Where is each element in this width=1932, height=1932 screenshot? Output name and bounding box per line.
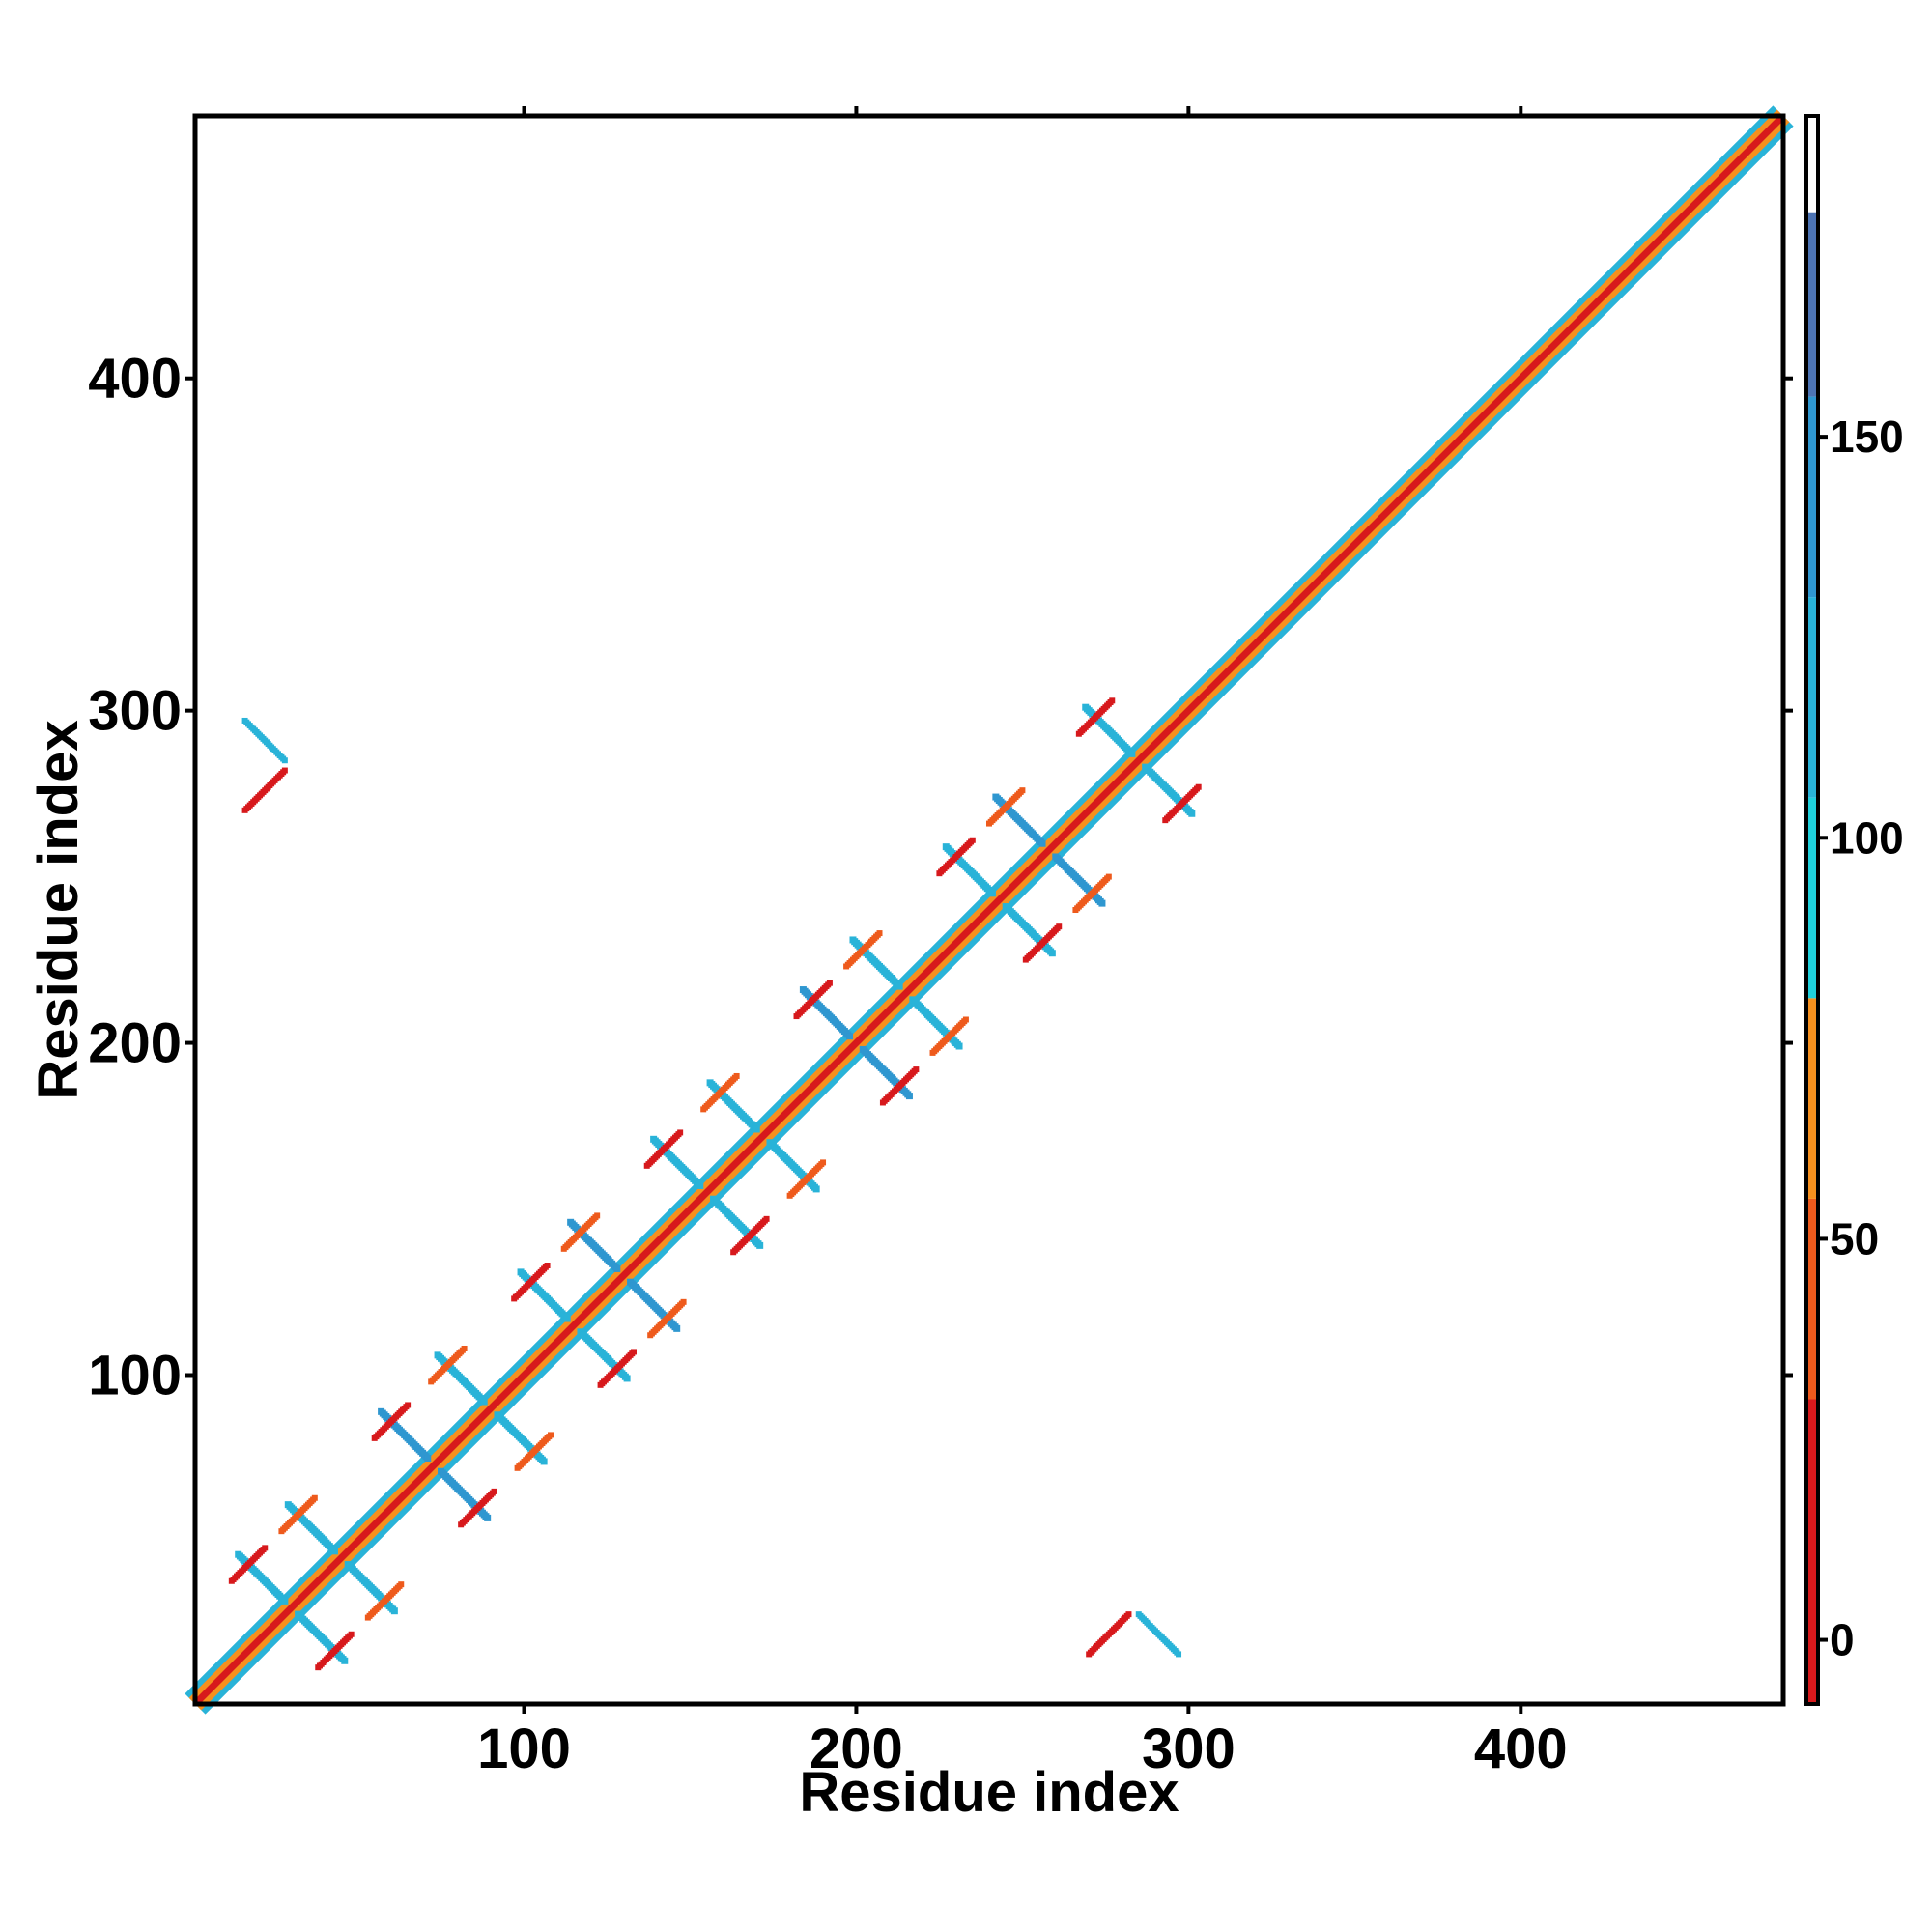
- parallel-contact: [733, 1072, 740, 1079]
- anti-diagonal-contact: [390, 1607, 398, 1615]
- plot-frame: [192, 113, 1786, 1707]
- anti-diagonal-contact: [623, 1375, 631, 1382]
- anti-diagonal-contact: [696, 1181, 704, 1189]
- colorbar-bin: [1806, 597, 1818, 798]
- y-axis-title: Residue index: [27, 720, 90, 1099]
- anti-diagonal-contact: [563, 1315, 571, 1322]
- parallel-contact: [544, 1263, 551, 1269]
- anti-diagonal-contact: [756, 1241, 764, 1249]
- parallel-contact: [969, 837, 976, 843]
- parallel-contact: [763, 1215, 770, 1222]
- y-tick-label: 400: [88, 348, 182, 411]
- colorbar-bin: [1806, 396, 1818, 598]
- parallel-contact: [876, 930, 883, 937]
- parallel-contact: [491, 1488, 497, 1494]
- anti-diagonal-contact: [341, 1657, 349, 1664]
- parallel-contact: [680, 1298, 687, 1305]
- anti-diagonal-contact: [846, 1033, 854, 1040]
- parallel-contact: [630, 1349, 637, 1355]
- parallel-contact: [548, 1432, 554, 1438]
- diagonal-core: [192, 113, 1786, 1707]
- parallel-contact: [677, 1129, 684, 1136]
- parallel-contact: [348, 1631, 355, 1637]
- x-tick-label: 200: [810, 1718, 903, 1780]
- anti-diagonal-contact: [330, 1548, 338, 1555]
- anti-diagonal-contact: [1188, 810, 1196, 817]
- colorbar-bin: [1806, 116, 1818, 213]
- colorbar-bin: [1806, 212, 1818, 397]
- anti-diagonal-contact: [812, 1185, 820, 1193]
- anti-diagonal-contact: [540, 1458, 548, 1465]
- parallel-contact: [398, 1581, 405, 1588]
- y-tick-label: 300: [88, 680, 182, 743]
- parallel-contact: [405, 1402, 412, 1408]
- long-range-contact: [1125, 1611, 1132, 1618]
- colorbar-bin: [1806, 1198, 1818, 1400]
- y-tick-label: 200: [88, 1012, 182, 1075]
- colorbar-tick-label: 0: [1830, 1615, 1855, 1665]
- parallel-contact: [913, 1066, 920, 1073]
- parallel-contact: [1056, 923, 1063, 930]
- parallel-contact: [461, 1345, 468, 1351]
- y-tick-label: 100: [88, 1345, 182, 1407]
- colorbar-frame: [1804, 114, 1820, 1706]
- parallel-contact: [826, 980, 833, 986]
- colorbar: 0 50 100 150: [1804, 114, 1904, 1706]
- colorbar-bin: [1806, 998, 1818, 1199]
- anti-diagonal-contact: [753, 1125, 760, 1133]
- diagonal-band: [185, 105, 1794, 1715]
- parallel-contact: [1105, 873, 1112, 880]
- anti-diagonal-contact: [613, 1264, 621, 1272]
- long-range-contact: [281, 757, 288, 764]
- anti-diagonal-contact: [673, 1324, 681, 1332]
- anti-diagonal-contact: [480, 1398, 488, 1406]
- anti-diagonal-contact: [1048, 950, 1056, 957]
- x-axis: 100 200 300 400: [477, 106, 1568, 1780]
- anti-diagonal-contact: [895, 982, 903, 990]
- x-tick-label: 400: [1474, 1718, 1568, 1780]
- anti-diagonal-contact: [1038, 839, 1046, 847]
- contact-cells: [228, 697, 1202, 1671]
- colorbar-tick-label: 150: [1830, 412, 1904, 462]
- parallel-contact: [262, 1545, 269, 1551]
- x-tick-label: 100: [477, 1718, 571, 1780]
- parallel-contact: [1019, 787, 1026, 794]
- parallel-contact: [1109, 697, 1116, 704]
- x-tick-label: 300: [1142, 1718, 1236, 1780]
- x-axis-title: Residue index: [799, 1761, 1179, 1824]
- parallel-contact: [962, 1016, 969, 1023]
- parallel-contact: [594, 1212, 601, 1219]
- colorbar-tick-label: 50: [1830, 1213, 1879, 1264]
- anti-diagonal-contact: [281, 1597, 289, 1605]
- anti-diagonal-contact: [424, 1454, 432, 1462]
- anti-diagonal-contact: [1128, 750, 1136, 757]
- parallel-contact: [820, 1159, 827, 1166]
- parallel-contact: [1195, 783, 1202, 790]
- anti-diagonal-contact: [988, 890, 996, 897]
- colorbar-bin: [1806, 1399, 1818, 1704]
- colorbar-bin: [1806, 797, 1818, 999]
- parallel-contact: [311, 1494, 318, 1501]
- long-range-contact: [281, 767, 288, 774]
- anti-diagonal-contact: [1098, 899, 1106, 907]
- anti-diagonal-contact: [905, 1093, 913, 1100]
- y-axis: 100 200 300 400: [88, 348, 1793, 1407]
- anti-diagonal-contact: [484, 1514, 492, 1521]
- anti-diagonal-contact: [955, 1042, 963, 1050]
- long-range-contact: [1176, 1651, 1182, 1658]
- colorbar-tick-label: 100: [1830, 812, 1904, 863]
